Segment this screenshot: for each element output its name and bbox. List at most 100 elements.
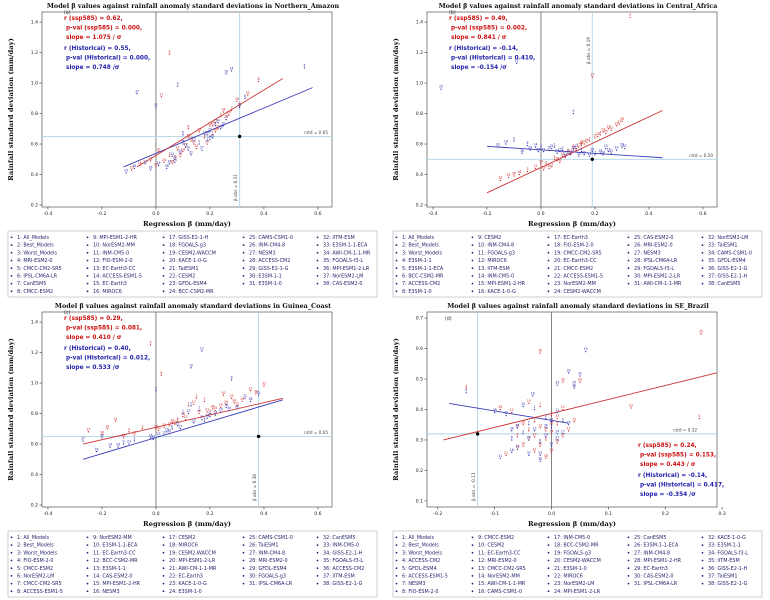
scatter-point xyxy=(698,417,701,420)
legend-entry: 3: Worst_Models xyxy=(402,250,442,256)
scatter-point xyxy=(567,430,570,432)
scatter-point-label: 21 xyxy=(504,451,508,455)
legend-bullet-icon xyxy=(547,251,550,254)
scatter-point xyxy=(220,128,222,130)
scatter-point-label: 5 xyxy=(155,386,157,390)
scatter-point xyxy=(225,73,227,75)
legend-bullet-icon xyxy=(10,236,13,239)
scatter-point xyxy=(567,152,569,154)
scatter-point-label: 31 xyxy=(558,158,562,162)
scatter-point-label: 21 xyxy=(550,163,554,167)
scatter-point-label: 38 xyxy=(520,149,524,153)
scatter-point-label: 30 xyxy=(577,152,581,156)
legend-bullet-icon xyxy=(242,251,245,254)
scatter-point-label: 13 xyxy=(203,130,207,134)
scatter-point-label: 28 xyxy=(116,443,120,447)
scatter-point-label: 2 xyxy=(190,402,192,406)
scatter-point xyxy=(184,146,187,148)
scatter-point-label: 2 xyxy=(551,411,553,415)
scatter-point xyxy=(545,164,547,167)
legend-bullet-icon xyxy=(395,551,398,554)
scatter-point xyxy=(545,427,547,429)
scatter-point xyxy=(155,106,157,109)
scatter-point xyxy=(575,149,577,151)
stats-historical-line: r (Historical) = -0.14, xyxy=(638,473,707,479)
scatter-point-label: 1 xyxy=(212,130,214,134)
scatter-point xyxy=(217,122,219,124)
scatter-point-label: 16 xyxy=(154,424,158,428)
legend-entry: 14: NorESM2-MM xyxy=(478,574,520,580)
scatter-point xyxy=(244,397,246,399)
scatter-point-label: 18 xyxy=(138,161,142,165)
legend-bullet-icon xyxy=(316,267,319,270)
scatter-point-label: 27 xyxy=(200,146,204,150)
legend-entry: 14: ACCESS-ESM1-5 xyxy=(93,274,142,280)
legend-entry: 31: E3SM-1-0 xyxy=(249,281,282,287)
scatter-point xyxy=(533,451,536,453)
scatter-point xyxy=(534,146,537,148)
scatter-point-label: 30 xyxy=(151,435,155,439)
legend-bullet-icon xyxy=(242,582,245,585)
scatter-point-label: 11 xyxy=(593,134,597,138)
scatter-point xyxy=(629,16,631,19)
scatter-point-label: 6 xyxy=(567,149,569,153)
scatter-point xyxy=(212,137,214,139)
legend-entry: 36: GISS-E2-1-H xyxy=(708,566,747,572)
scatter-point xyxy=(550,424,553,426)
legend-bullet-icon xyxy=(162,582,165,585)
panel-b-canvas: Model β values against rainfall anomaly … xyxy=(392,2,763,298)
stats-historical-line: p-val (Historical) = 0.012, xyxy=(66,356,150,362)
legend-bullet-icon xyxy=(395,259,398,262)
scatter-point xyxy=(602,154,604,156)
legend-bullet-icon xyxy=(701,282,704,285)
scatter-point-label: 24 xyxy=(219,403,223,407)
scatter-point xyxy=(528,454,530,456)
scatter-point xyxy=(128,431,130,433)
scatter-point xyxy=(584,350,587,353)
legend-entry: 34: CAMS-CSM1-0 xyxy=(708,250,752,256)
scatter-point-label: 18 xyxy=(515,445,519,449)
legend-entry: 28: MPI-ESM1-2-HR xyxy=(634,558,682,564)
legend-entry: 6: IPSL-CM6A-LR xyxy=(17,274,58,280)
y-tick-label: 0.8 xyxy=(31,411,38,417)
legend-bullet-icon xyxy=(547,267,550,270)
scatter-point-label: 18 xyxy=(510,448,514,452)
legend-entry: 34: FGOALS-f3-L xyxy=(708,550,748,556)
x-tick-label: 0.0 xyxy=(537,211,544,217)
scatter-point xyxy=(166,431,168,433)
scatter-point-label: 20 xyxy=(170,418,174,422)
observation-marker xyxy=(475,432,480,436)
panel-guinea-coast: Model β values against rainfall anomaly … xyxy=(0,300,385,600)
y-tick-label: 0.2 xyxy=(31,503,38,509)
legend-entry: 4: MRI-ESM2-0 xyxy=(17,258,53,264)
scatter-point-label: 19 xyxy=(224,403,228,407)
y-tick-label: 0.2 xyxy=(416,203,423,209)
panel-title: Model β values against rainfall anomaly … xyxy=(447,302,709,310)
scatter-point xyxy=(567,151,569,153)
scatter-point-label: 26 xyxy=(521,420,525,424)
legend-bullet-icon xyxy=(627,567,630,570)
scatter-point-label: 24 xyxy=(157,161,161,165)
y-tick-label: 0.6 xyxy=(416,346,423,352)
scatter-point xyxy=(176,149,179,151)
observation-marker xyxy=(590,157,594,161)
legend-bullet-icon xyxy=(395,575,398,577)
scatter-point xyxy=(236,405,238,407)
legend-bullet-icon xyxy=(471,251,474,254)
scatter-point xyxy=(440,88,442,90)
scatter-point xyxy=(621,146,623,148)
legend-bullet-icon xyxy=(86,236,89,239)
scatter-point-label: 7 xyxy=(589,137,591,141)
scatter-point-label: 38 xyxy=(538,457,542,461)
legend-entry: 9: CESM2 xyxy=(478,235,501,241)
scatter-point-label: 36 xyxy=(211,405,215,409)
scatter-point-label: 36 xyxy=(208,135,212,139)
scatter-point-label: 4 xyxy=(303,63,305,67)
scatter-point-label: 4 xyxy=(465,384,467,388)
scatter-point-label: 20 xyxy=(527,436,531,440)
scatter-point xyxy=(163,161,165,163)
legend-bullet-icon xyxy=(162,567,165,570)
scatter-point xyxy=(209,131,211,133)
legend-entry: 6: NorESM2-LM xyxy=(17,574,54,580)
scatter-point-label: 30 xyxy=(567,369,571,373)
